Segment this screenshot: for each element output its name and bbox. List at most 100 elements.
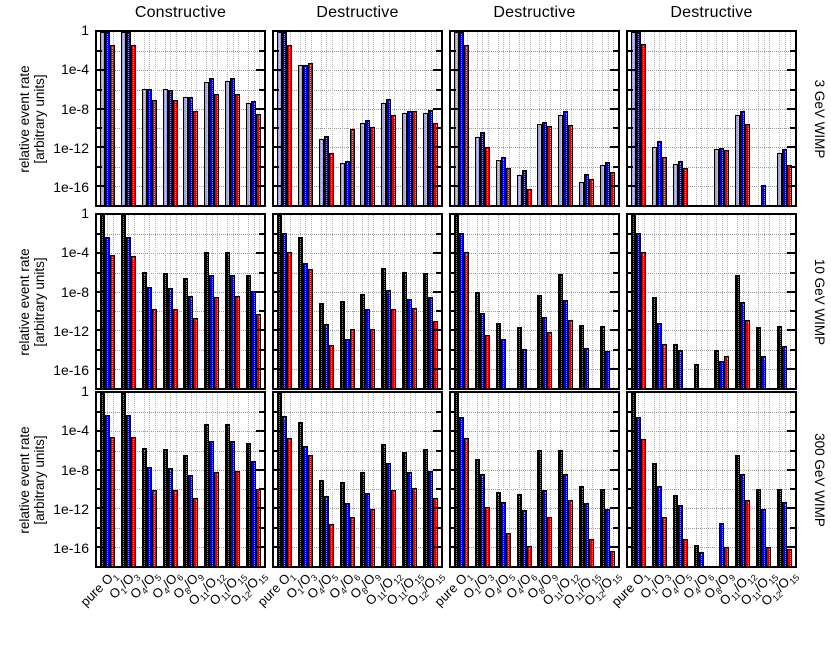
- bar-fill-dots: [638, 34, 640, 205]
- y-tick-mark: [433, 146, 441, 149]
- y-tick-mark: [274, 507, 282, 510]
- grid-line-vertical: [544, 393, 546, 566]
- grid-line-vertical: [769, 393, 771, 566]
- bar: [635, 32, 641, 205]
- grid-line-vertical: [674, 32, 676, 205]
- bar-fill-dots: [747, 126, 749, 205]
- grid-line-horizontal: [274, 185, 441, 187]
- bar-fill-dots: [128, 239, 130, 388]
- bar-fill-dots: [503, 503, 505, 566]
- bar: [423, 112, 429, 205]
- y-tick-mark: [790, 50, 795, 53]
- grid-line-vertical: [784, 215, 786, 388]
- y-tick-mark: [790, 526, 795, 529]
- bar-fill-dots: [789, 550, 791, 566]
- bar: [682, 539, 688, 566]
- bar: [360, 293, 366, 388]
- bar-fill-dots: [321, 481, 323, 566]
- bar-fill-dots: [529, 547, 531, 566]
- bar: [286, 438, 292, 566]
- bar-fill-dots: [414, 310, 416, 388]
- bar-fill-dots: [206, 425, 208, 566]
- bar: [99, 215, 105, 388]
- bar-fill-dots: [477, 138, 479, 205]
- bar-fill-dots: [237, 297, 239, 388]
- y-tick-mark: [259, 488, 264, 491]
- grid-line-horizontal: [274, 450, 441, 452]
- y-tick-mark: [274, 449, 279, 452]
- grid-line-horizontal: [628, 234, 795, 236]
- bar-fill-dots: [726, 548, 728, 566]
- grid-line-horizontal: [97, 431, 264, 433]
- bar: [579, 324, 585, 388]
- chart-panel: [95, 213, 266, 390]
- bar-fill-dots: [519, 329, 521, 388]
- grid-line-horizontal: [274, 108, 441, 110]
- y-tick-mark: [259, 165, 264, 168]
- y-tick-mark: [628, 507, 636, 510]
- bar-fill-dots: [430, 472, 432, 566]
- bar: [204, 423, 210, 566]
- bar-fill-dots: [680, 351, 682, 388]
- bar-fill-dots: [144, 449, 146, 566]
- y-tick-mark: [628, 271, 633, 274]
- bar-fill-dots: [352, 131, 354, 205]
- y-tick-mark: [628, 329, 636, 332]
- grid-line-horizontal: [274, 311, 441, 313]
- bar: [146, 88, 152, 205]
- bar-fill-dots: [372, 511, 374, 566]
- column-title: Destructive: [670, 4, 753, 21]
- grid-line-vertical: [503, 32, 505, 205]
- bar: [756, 489, 762, 566]
- y-tick-mark: [274, 367, 282, 370]
- bar-fill-dots: [758, 329, 760, 388]
- bar-fill-dots: [565, 112, 567, 205]
- bar: [209, 441, 215, 566]
- bar-fill-dots: [643, 253, 645, 388]
- y-tick-mark: [451, 233, 456, 236]
- bar-fill-dots: [524, 512, 526, 566]
- grid-line-horizontal: [628, 489, 795, 491]
- grid-line-vertical: [763, 32, 765, 205]
- bar: [740, 301, 746, 388]
- bar-fill-dots: [607, 352, 609, 388]
- bar-fill-dots: [508, 535, 510, 566]
- bar-fill-dots: [607, 163, 609, 205]
- grid-line-vertical: [769, 32, 771, 205]
- bar: [323, 323, 329, 388]
- y-tick-mark: [274, 526, 279, 529]
- bar: [584, 502, 590, 566]
- bar: [256, 314, 262, 388]
- bar-fill-dots: [742, 475, 744, 566]
- bar: [130, 256, 136, 388]
- bar: [672, 343, 678, 388]
- bar: [745, 499, 751, 566]
- bar-fill-dots: [372, 129, 374, 205]
- grid-line-horizontal: [274, 469, 441, 471]
- bar-fill-dots: [352, 518, 354, 566]
- bar: [589, 539, 595, 566]
- bar-fill-dots: [685, 170, 687, 205]
- grid-line-horizontal: [628, 70, 795, 72]
- y-tick-mark: [259, 88, 264, 91]
- grid-line-horizontal: [451, 147, 618, 149]
- y-tick-mark: [97, 430, 105, 433]
- bar-fill-dots: [112, 257, 114, 388]
- y-tick-mark: [97, 488, 102, 491]
- chart-panel: [272, 213, 443, 390]
- bar: [151, 309, 157, 388]
- grid-line-horizontal: [274, 431, 441, 433]
- bar: [188, 97, 194, 205]
- bar: [328, 153, 334, 205]
- y-tick-mark: [433, 329, 441, 332]
- y-tick-mark: [628, 50, 633, 53]
- bar-fill-dots: [393, 311, 395, 388]
- bar: [297, 421, 303, 566]
- grid-line-vertical: [685, 393, 687, 566]
- bar-fill-dots: [654, 298, 656, 388]
- grid-line-vertical: [347, 215, 349, 388]
- bar: [162, 272, 168, 388]
- bar: [172, 490, 178, 566]
- y-tick-mark: [274, 233, 279, 236]
- bar: [130, 437, 136, 566]
